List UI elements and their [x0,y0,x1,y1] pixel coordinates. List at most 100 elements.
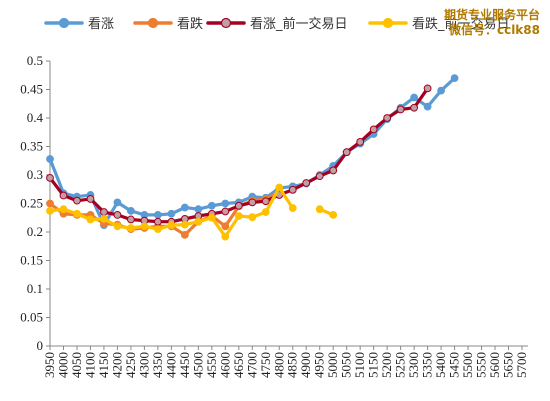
data-point [113,222,122,231]
data-point [59,191,68,200]
data-point [140,222,149,231]
data-point [329,166,338,175]
legend-item-3: 看跌_前一交易日 [368,16,510,32]
data-point [46,173,54,182]
legend-label: 看涨 [88,16,114,32]
data-point [261,208,270,216]
data-point [127,207,135,215]
y-tick-label: 0.5 [27,53,43,68]
data-point [73,196,81,205]
legend-swatch-marker [382,17,394,29]
x-tick-label: 5500 [460,352,475,378]
data-point [153,225,162,234]
data-point [46,199,54,208]
data-point [180,230,189,239]
x-tick-label: 5450 [447,352,462,378]
data-point [73,209,81,218]
x-tick-label: 5050 [339,352,354,378]
series-2 [46,84,432,226]
x-tick-label: 4800 [271,352,286,378]
data-point [207,213,216,222]
x-tick-label: 5650 [501,352,516,378]
x-tick-label: 4200 [109,352,124,378]
legend-swatch-marker [220,17,232,29]
data-point [234,201,243,210]
data-point [221,232,230,241]
data-point [194,205,203,214]
x-tick-label: 4500 [190,352,205,378]
y-tick-label: 0.15 [20,253,43,268]
legend-item-2: 看涨_前一交易日 [206,16,348,32]
x-tick-label: 5250 [393,352,408,378]
data-point [356,138,365,146]
chart-plot-area [46,74,459,241]
data-point [248,213,257,222]
x-tick-label: 4400 [163,352,178,378]
data-point [410,103,419,112]
x-tick-label: 4750 [258,352,273,378]
data-point [302,179,311,187]
x-tick-label: 5100 [352,352,367,378]
data-point [221,207,230,216]
chart-axes: 0 0.05 0.1 0.15 0.2 0.25 0.3 0.35 0.4 0.45 0.5 3950… [20,53,529,378]
data-point [248,198,257,207]
data-point [221,222,230,231]
x-tick-label: 4700 [244,352,259,378]
x-tick-label: 4300 [136,352,151,378]
x-tick-label: 4350 [150,352,165,378]
legend-label: 看涨_前一交易日 [250,16,348,32]
watermark-line-2: 微信号：cclk88 [448,23,540,37]
data-point [383,114,392,122]
data-point [207,201,216,210]
legend-swatch-marker [58,17,70,29]
x-tick-label: 4900 [298,352,313,378]
x-tick-label: 4250 [123,352,138,378]
watermark-line-1: 期货专业服务平台 [443,8,540,22]
x-tick-label: 4600 [217,352,232,378]
x-tick-label: 5550 [474,352,489,378]
x-tick-label: 4450 [177,352,192,378]
data-point [288,204,297,212]
legend-item-1: 看跌 [133,16,203,32]
data-point [127,224,135,232]
legend-label: 看跌 [177,16,203,32]
x-tick-label: 5600 [487,352,502,378]
data-point [167,209,176,218]
legend-swatch-marker [147,17,159,29]
x-tick-label: 5400 [433,352,448,378]
x-tick-label: 5700 [514,352,529,378]
y-tick-label: 0.3 [27,167,43,182]
y-tick-label: 0.1 [27,281,43,296]
chart-legend: 看涨 看跌 看涨_前一交易日 看跌_前一交易日 [44,16,510,32]
x-tick-label: 3950 [42,352,57,378]
legend-label: 看跌_前一交易日 [412,16,510,32]
data-point [46,207,54,215]
x-tick-label: 4050 [69,352,84,378]
x-tick-label: 5000 [325,352,340,378]
x-tick-label: 4650 [231,352,246,378]
x-tick-label: 4850 [285,352,300,378]
data-point [396,105,405,114]
data-point [288,185,297,194]
data-point [167,221,176,230]
x-tick-label: 5350 [420,352,435,378]
data-point [329,211,338,219]
data-point [153,211,162,219]
x-tick-label: 4000 [55,352,70,378]
x-tick-label: 4100 [82,352,97,378]
data-point [113,198,122,207]
legend-item-0: 看涨 [44,16,114,32]
y-tick-label: 0.2 [27,224,43,239]
y-tick-label: 0.45 [20,82,43,97]
y-tick-label: 0.05 [20,310,43,325]
data-point [275,183,284,192]
data-point [234,212,243,220]
data-point [59,205,68,214]
data-point [194,217,203,226]
x-tick-label: 4950 [312,352,327,378]
y-tick-label: 0.35 [20,139,43,154]
data-point [100,214,108,223]
data-point [221,199,230,208]
data-point [342,148,351,157]
